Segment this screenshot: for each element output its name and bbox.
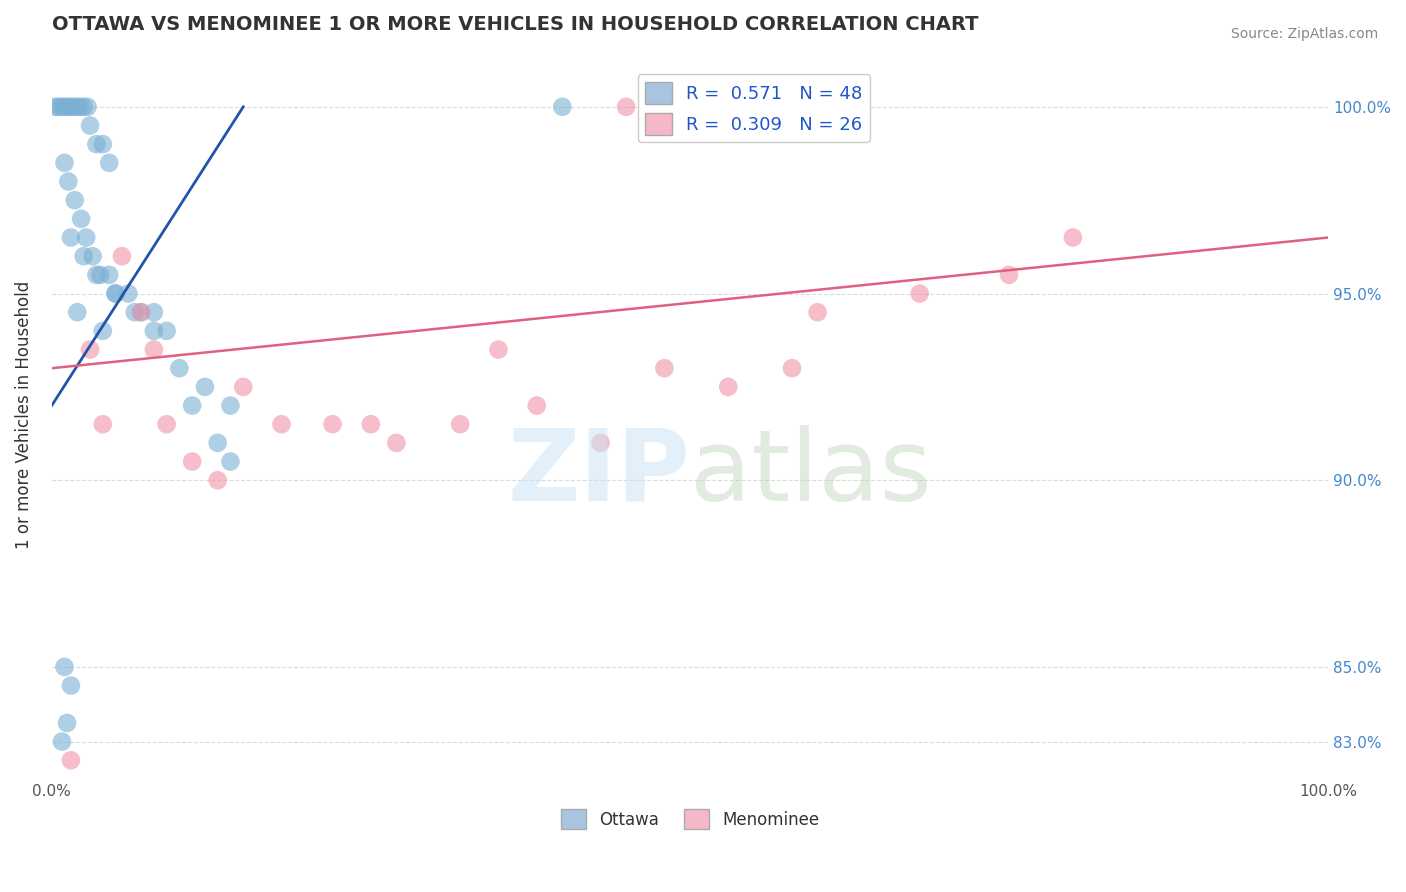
- Point: [219, 399, 242, 413]
- Point: [589, 436, 612, 450]
- Point: [360, 417, 382, 432]
- Point: [156, 417, 179, 432]
- Point: [169, 361, 191, 376]
- Point: [53, 156, 76, 170]
- Point: [551, 100, 574, 114]
- Point: [91, 137, 114, 152]
- Point: [194, 380, 217, 394]
- Point: [129, 305, 152, 319]
- Point: [89, 268, 111, 282]
- Point: [322, 417, 344, 432]
- Point: [51, 734, 73, 748]
- Point: [908, 286, 931, 301]
- Point: [46, 100, 69, 114]
- Point: [654, 361, 676, 376]
- Point: [270, 417, 292, 432]
- Point: [56, 100, 79, 114]
- Legend: Ottawa, Menominee: Ottawa, Menominee: [554, 803, 825, 836]
- Point: [124, 305, 146, 319]
- Point: [79, 343, 101, 357]
- Point: [91, 417, 114, 432]
- Text: OTTAWA VS MENOMINEE 1 OR MORE VEHICLES IN HOUSEHOLD CORRELATION CHART: OTTAWA VS MENOMINEE 1 OR MORE VEHICLES I…: [52, 15, 979, 34]
- Point: [488, 343, 510, 357]
- Point: [79, 119, 101, 133]
- Point: [207, 436, 229, 450]
- Point: [82, 249, 104, 263]
- Point: [385, 436, 408, 450]
- Point: [66, 100, 89, 114]
- Point: [614, 100, 637, 114]
- Point: [780, 361, 803, 376]
- Point: [58, 174, 80, 188]
- Point: [98, 268, 121, 282]
- Point: [142, 305, 165, 319]
- Point: [56, 715, 79, 730]
- Point: [142, 343, 165, 357]
- Point: [59, 100, 82, 114]
- Point: [51, 100, 73, 114]
- Point: [806, 305, 828, 319]
- Point: [717, 380, 740, 394]
- Point: [62, 100, 84, 114]
- Text: atlas: atlas: [690, 425, 932, 522]
- Point: [156, 324, 179, 338]
- Text: ZIP: ZIP: [508, 425, 690, 522]
- Point: [104, 286, 127, 301]
- Point: [53, 660, 76, 674]
- Point: [70, 211, 93, 226]
- Point: [69, 100, 91, 114]
- Point: [181, 454, 204, 468]
- Point: [181, 399, 204, 413]
- Point: [63, 193, 86, 207]
- Point: [526, 399, 548, 413]
- Point: [73, 100, 96, 114]
- Point: [117, 286, 139, 301]
- Point: [59, 753, 82, 767]
- Point: [53, 100, 76, 114]
- Point: [59, 230, 82, 244]
- Point: [86, 268, 108, 282]
- Point: [219, 454, 242, 468]
- Point: [45, 100, 67, 114]
- Point: [59, 679, 82, 693]
- Point: [66, 305, 89, 319]
- Text: Source: ZipAtlas.com: Source: ZipAtlas.com: [1230, 27, 1378, 41]
- Point: [86, 137, 108, 152]
- Point: [129, 305, 152, 319]
- Point: [998, 268, 1021, 282]
- Point: [742, 100, 765, 114]
- Point: [104, 286, 127, 301]
- Point: [73, 249, 96, 263]
- Point: [111, 249, 134, 263]
- Point: [1062, 230, 1084, 244]
- Point: [232, 380, 254, 394]
- Point: [75, 230, 97, 244]
- Point: [207, 473, 229, 487]
- Point: [91, 324, 114, 338]
- Point: [76, 100, 98, 114]
- Point: [449, 417, 471, 432]
- Point: [98, 156, 121, 170]
- Y-axis label: 1 or more Vehicles in Household: 1 or more Vehicles in Household: [15, 281, 32, 549]
- Point: [142, 324, 165, 338]
